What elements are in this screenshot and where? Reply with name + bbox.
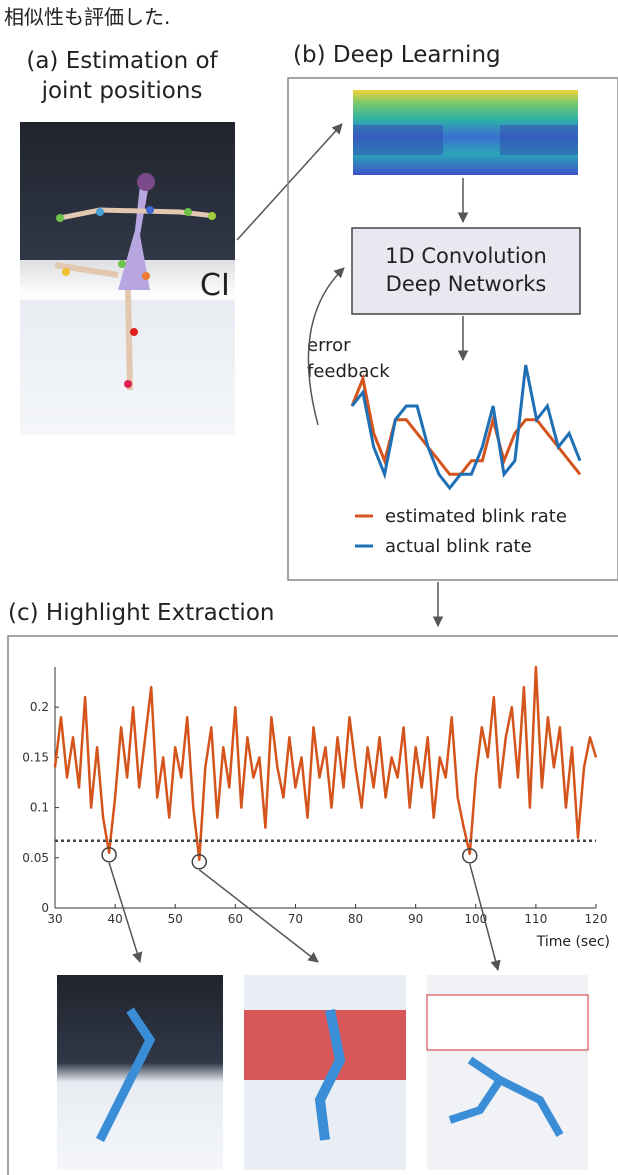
svg-text:CI: CI xyxy=(200,268,230,303)
photo: CI xyxy=(20,122,235,435)
x-tick-label: 40 xyxy=(107,912,122,926)
panel-title: (a) Estimation of xyxy=(26,48,218,74)
x-tick-label: 90 xyxy=(408,912,423,926)
heatmap xyxy=(353,90,578,175)
caption: 相似性も評価した. xyxy=(4,5,170,29)
figure: 相似性も評価した. (a) Estimation of joint positi… xyxy=(0,0,618,1175)
arrow xyxy=(237,124,342,240)
data-line xyxy=(55,667,596,860)
panel-title: (b) Deep Learning xyxy=(293,42,501,68)
legend-label: actual blink rate xyxy=(385,536,532,557)
network-label: Deep Networks xyxy=(386,272,547,296)
legend-label: estimated blink rate xyxy=(385,506,567,527)
x-tick-label: 60 xyxy=(228,912,243,926)
y-tick-label: 0.2 xyxy=(30,700,49,714)
panel-title: joint positions xyxy=(41,78,203,104)
photo xyxy=(57,975,223,1170)
x-tick-label: 80 xyxy=(348,912,363,926)
feedback-label: error xyxy=(307,335,351,356)
x-tick-label: 50 xyxy=(168,912,183,926)
y-tick-label: 0.1 xyxy=(30,801,49,815)
y-tick-label: 0.05 xyxy=(22,851,49,865)
feedback-label: feedback xyxy=(307,361,390,382)
x-axis-label: Time (sec) xyxy=(536,934,610,950)
x-tick-label: 70 xyxy=(288,912,303,926)
x-tick-label: 110 xyxy=(524,912,547,926)
x-tick-label: 30 xyxy=(47,912,62,926)
panel-title: (c) Highlight Extraction xyxy=(8,600,274,626)
y-tick-label: 0.15 xyxy=(22,750,49,764)
network-box xyxy=(352,228,580,314)
network-label: 1D Convolution xyxy=(385,244,547,268)
page: { "caption": "相似性も評価した.", "panel_a": {"t… xyxy=(0,0,618,1175)
x-tick-label: 120 xyxy=(585,912,608,926)
photo xyxy=(244,975,406,1170)
photo xyxy=(427,975,588,1170)
